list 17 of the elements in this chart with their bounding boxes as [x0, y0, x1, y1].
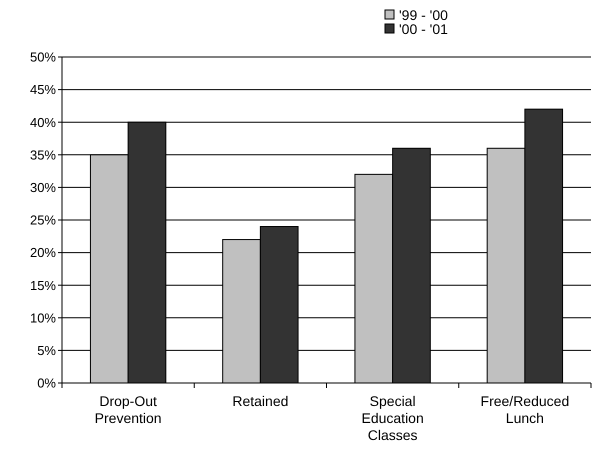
y-tick-label: 35%: [30, 147, 56, 162]
y-tick-label: 40%: [30, 114, 56, 130]
x-tick-label: Retained: [232, 393, 288, 409]
y-tick-label: 30%: [30, 180, 56, 195]
y-tick-label: 5%: [37, 342, 56, 358]
x-tick-label: Drop-Out Prevention: [94, 393, 162, 426]
y-tick-label: 25%: [30, 212, 56, 228]
y-tick-label: 15%: [30, 278, 56, 293]
y-tick-label: 20%: [30, 245, 56, 260]
x-tick-label: Free/Reduced Lunch: [480, 393, 570, 426]
y-tick-label: 50%: [30, 50, 56, 65]
y-tick-label: 10%: [30, 310, 56, 326]
legend-label: '99 - '00: [399, 6, 448, 23]
x-tick-label: Special Education Classes: [361, 393, 424, 443]
y-tick-label: 0%: [37, 376, 56, 391]
y-tick-label: 45%: [30, 82, 56, 98]
legend-label: '00 - '01: [399, 20, 448, 37]
